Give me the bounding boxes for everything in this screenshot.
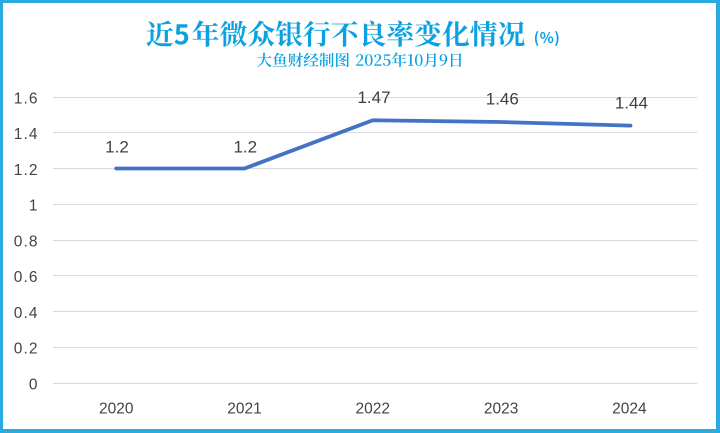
svg-text:1: 1 xyxy=(29,198,39,215)
svg-text:2021: 2021 xyxy=(227,400,261,417)
svg-text:2024: 2024 xyxy=(612,400,647,417)
svg-text:2023: 2023 xyxy=(484,400,518,417)
svg-text:1.2: 1.2 xyxy=(14,162,39,179)
svg-text:1.2: 1.2 xyxy=(233,138,257,157)
svg-text:1.6: 1.6 xyxy=(14,90,39,107)
svg-text:1.46: 1.46 xyxy=(486,90,519,109)
svg-text:0.8: 0.8 xyxy=(14,233,39,250)
svg-text:1.44: 1.44 xyxy=(615,94,648,113)
svg-text:1.2: 1.2 xyxy=(105,137,129,156)
svg-text:1.4: 1.4 xyxy=(14,126,39,143)
svg-text:2020: 2020 xyxy=(99,400,134,417)
svg-text:0.2: 0.2 xyxy=(14,341,39,358)
svg-text:2022: 2022 xyxy=(356,400,390,417)
svg-text:0.4: 0.4 xyxy=(14,305,39,322)
svg-text:1.47: 1.47 xyxy=(357,88,390,107)
svg-text:0.6: 0.6 xyxy=(14,269,39,286)
svg-text:0: 0 xyxy=(29,376,39,393)
